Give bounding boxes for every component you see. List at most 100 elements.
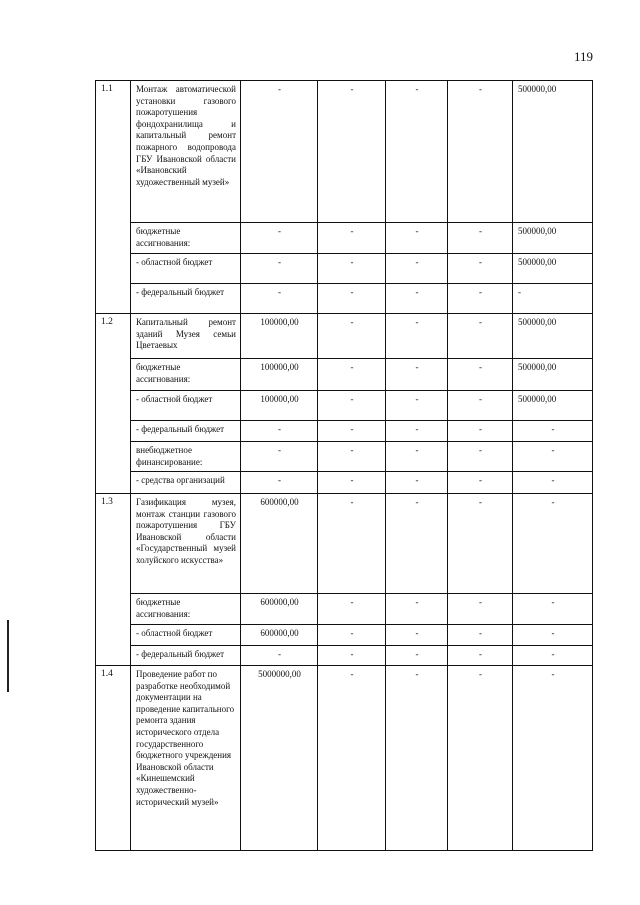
table-row-subitem: - федеральный бюджет - - - - - — [96, 283, 593, 314]
row-label: бюджетные ассигнования: — [130, 222, 241, 254]
row-label: Газификация музея, монтаж станции газово… — [130, 493, 241, 594]
row-label: - областной бюджет — [130, 624, 241, 646]
row-label: бюджетные ассигнования: — [130, 358, 241, 391]
row-label: Монтаж автоматической установки газового… — [130, 80, 241, 223]
value-cell: - — [385, 283, 448, 314]
table-row-subitem: бюджетные ассигнования: - - - -500000,00 — [96, 222, 593, 254]
row-label: - федеральный бюджет — [130, 283, 241, 314]
table-row-subitem: - областной бюджет - - - -500000,00 — [96, 253, 593, 284]
table-row-item: 1.3 Газификация музея, монтаж станции газ… — [95, 493, 593, 666]
value-cell: - — [317, 665, 386, 851]
table-row-subitem: бюджетные ассигнования: 100000,00- - -50000… — [96, 358, 593, 391]
value-cell: - — [317, 471, 386, 494]
value-cell: - — [317, 283, 386, 314]
row-label: - областной бюджет — [130, 253, 241, 284]
value-cell: - — [447, 80, 513, 223]
value-cell: 500000,00 — [512, 313, 593, 359]
value-cell: - — [512, 645, 593, 666]
value-cell: - — [240, 645, 318, 666]
value-cell: 500000,00 — [512, 80, 593, 223]
value-cell: 500000,00 — [512, 358, 593, 391]
value-cell: - — [240, 420, 318, 442]
value-cell: - — [317, 624, 386, 646]
item-number: 1.4 — [95, 665, 131, 851]
value-cell: - — [385, 358, 448, 391]
value-cell: - — [317, 222, 386, 254]
value-cell: 600000,00 — [240, 624, 318, 646]
table-row-subitem: - средства организаций - - - - - — [96, 471, 593, 494]
value-cell: - — [385, 420, 448, 442]
value-cell: - — [512, 283, 593, 314]
value-cell: - — [240, 222, 318, 254]
item-number: 1.1 — [95, 80, 131, 314]
value-cell: - — [240, 283, 318, 314]
row-label: - областной бюджет — [130, 390, 241, 421]
value-cell: - — [512, 420, 593, 442]
value-cell: - — [317, 313, 386, 359]
row-label: внебюджетное финансирование: — [130, 441, 241, 472]
funding-table: 1.1 Монтаж автоматической установки газов… — [95, 80, 593, 851]
value-cell: - — [385, 471, 448, 494]
value-cell: - — [385, 253, 448, 284]
value-cell: - — [447, 283, 513, 314]
row-label: - федеральный бюджет — [130, 645, 241, 666]
value-cell: - — [385, 80, 448, 223]
value-cell: - — [447, 441, 513, 472]
table-row-item: 1.2 Капитальный ремонт зданий Музея семьи… — [95, 313, 593, 494]
table-row-subitem: - областной бюджет 600000,00- - - - — [96, 624, 593, 646]
value-cell: - — [317, 645, 386, 666]
value-cell: - — [317, 253, 386, 284]
table-row-subitem: - федеральный бюджет - - - - - — [96, 645, 593, 666]
row-label: - средства организаций — [130, 471, 241, 494]
value-cell: - — [385, 593, 448, 625]
value-cell: - — [447, 420, 513, 442]
scan-margin-mark — [7, 620, 9, 692]
page-number: 119 — [574, 49, 594, 64]
value-cell: 500000,00 — [512, 222, 593, 254]
value-cell: - — [447, 313, 513, 359]
value-cell: 500000,00 — [512, 253, 593, 284]
value-cell: - — [512, 441, 593, 472]
value-cell: - — [240, 471, 318, 494]
table-row-subitem: - областной бюджет 100000,00- - -500000,00 — [96, 390, 593, 421]
value-cell: - — [240, 441, 318, 472]
value-cell: - — [447, 624, 513, 646]
value-cell: 100000,00 — [240, 313, 318, 359]
value-cell: 600000,00 — [240, 493, 318, 594]
value-cell: - — [317, 390, 386, 421]
value-cell: - — [385, 222, 448, 254]
value-cell: - — [447, 358, 513, 391]
value-cell: - — [512, 593, 593, 625]
value-cell: - — [385, 665, 448, 851]
row-label: бюджетные ассигнования: — [130, 593, 241, 625]
value-cell: - — [447, 390, 513, 421]
value-cell: - — [512, 665, 593, 851]
value-cell: 100000,00 — [240, 358, 318, 391]
value-cell: - — [317, 420, 386, 442]
value-cell: 600000,00 — [240, 593, 318, 625]
table-row-item: 1.4 Проведение работ по разработке необхо… — [95, 665, 593, 851]
item-number: 1.3 — [95, 493, 131, 666]
value-cell: - — [317, 441, 386, 472]
value-cell: - — [447, 665, 513, 851]
value-cell: - — [447, 593, 513, 625]
table-row-subitem: внебюджетное финансирование: - - - - - — [96, 441, 593, 472]
value-cell: - — [240, 253, 318, 284]
value-cell: - — [317, 493, 386, 594]
value-cell: 100000,00 — [240, 390, 318, 421]
row-label: - федеральный бюджет — [130, 420, 241, 442]
value-cell: - — [447, 493, 513, 594]
value-cell: 5000000,00 — [240, 665, 318, 851]
value-cell: - — [512, 471, 593, 494]
value-cell: - — [447, 471, 513, 494]
table-row-subitem: - федеральный бюджет - - - - - — [96, 420, 593, 442]
value-cell: - — [317, 358, 386, 391]
value-cell: - — [512, 624, 593, 646]
table-row-item: 1.1 Монтаж автоматической установки газов… — [95, 80, 593, 314]
value-cell: - — [385, 313, 448, 359]
value-cell: - — [385, 441, 448, 472]
table-row-subitem: бюджетные ассигнования: 600000,00- - - - — [96, 593, 593, 625]
value-cell: - — [385, 390, 448, 421]
value-cell: - — [447, 222, 513, 254]
value-cell: - — [512, 493, 593, 594]
